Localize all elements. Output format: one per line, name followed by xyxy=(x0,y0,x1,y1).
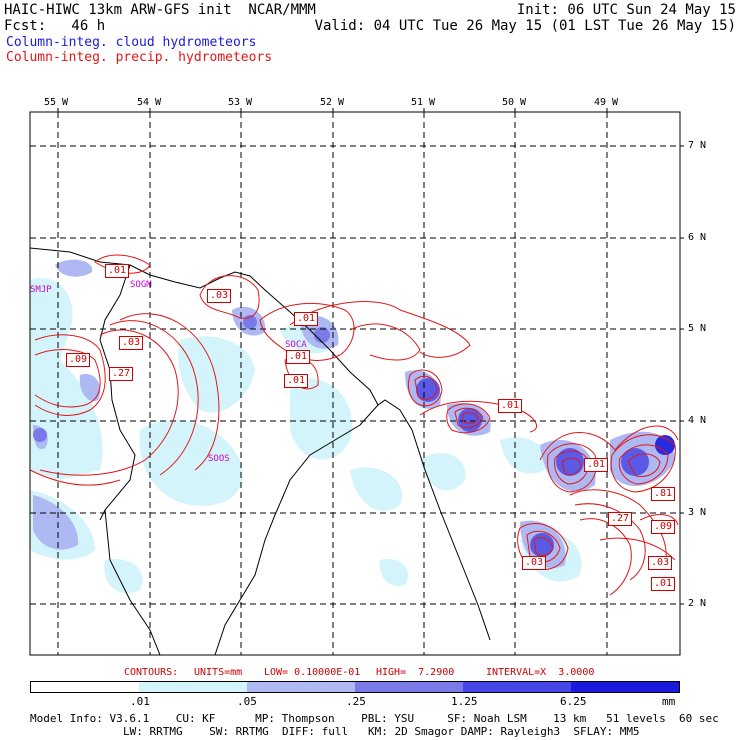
colorbar-unit: mm xyxy=(662,695,676,708)
contour-label: .03 xyxy=(207,289,232,303)
contour-info-heading: CONTOURS: xyxy=(124,667,179,678)
contour-label: .27 xyxy=(608,512,633,526)
model-info-line2: LW: RRTMG SW: RRTMG DIFF: full KM: 2D Sm… xyxy=(123,725,640,738)
lon-label: 52 W xyxy=(320,97,345,108)
lon-label: 54 W xyxy=(137,97,162,108)
lat-label: 5 N xyxy=(688,323,707,334)
contour-label: .09 xyxy=(651,520,676,534)
contour-label: .01 xyxy=(294,312,319,326)
contour-label: .01 xyxy=(286,350,311,364)
colorbar-tick: .01 xyxy=(130,695,150,708)
lon-label: 55 W xyxy=(44,97,69,108)
contour-label: .09 xyxy=(66,353,91,367)
contour-label: .03 xyxy=(648,556,673,570)
contour-label: .01 xyxy=(584,458,609,472)
lat-label: 7 N xyxy=(688,140,707,151)
contour-label: .81 xyxy=(651,487,676,501)
legend-cloud-hydrometeors: Column-integ. cloud hydrometeors xyxy=(6,35,257,50)
contour-info-units: UNITS=mm xyxy=(194,667,243,678)
contour-label: .01 xyxy=(284,374,309,388)
contour-label: .03 xyxy=(522,556,547,570)
colorbar-tick: .25 xyxy=(346,695,366,708)
contour-info-high: HIGH= 7.2900 xyxy=(376,667,455,678)
colorbar-swatch xyxy=(139,682,247,692)
product-title: HAIC-HIWC 13km ARW-GFS init NCAR/MMM xyxy=(4,2,316,18)
lat-label: 6 N xyxy=(688,232,707,243)
legend-precip-hydrometeors: Column-integ. precip. hydrometeors xyxy=(6,50,273,65)
station-label-soca: SOCA xyxy=(285,340,307,350)
lon-label: 49 W xyxy=(594,97,619,108)
contour-label: .03 xyxy=(119,336,144,350)
station-label-smjp: SMJP xyxy=(30,285,52,295)
station-label-soos: SOOS xyxy=(208,454,230,464)
lon-label: 53 W xyxy=(228,97,253,108)
contour-info-interval: INTERVAL=X 3.0000 xyxy=(486,667,595,678)
colorbar-tick: 6.25 xyxy=(560,695,587,708)
colorbar-swatch xyxy=(355,682,463,692)
lat-label: 2 N xyxy=(688,598,707,609)
cloud-fill xyxy=(30,259,675,594)
model-info-line1: Model Info: V3.6.1 CU: KF MP: Thompson P… xyxy=(30,712,719,725)
lon-label: 51 W xyxy=(411,97,436,108)
precip-contours xyxy=(29,254,679,596)
lat-label: 4 N xyxy=(688,415,707,426)
contour-label: .01 xyxy=(651,577,676,591)
contour-label: .01 xyxy=(498,399,523,413)
station-label-sogm: SOGM xyxy=(130,280,152,290)
contour-label: .27 xyxy=(109,367,134,381)
colorbar xyxy=(30,681,680,693)
colorbar-swatch xyxy=(247,682,355,692)
colorbar-swatch xyxy=(571,682,679,692)
contour-label: .01 xyxy=(105,264,130,278)
colorbar-tick: 1.25 xyxy=(451,695,478,708)
lat-label: 3 N xyxy=(688,507,707,518)
colorbar-tick: .05 xyxy=(237,695,257,708)
valid-time: Valid: 04 UTC Tue 26 May 15 (01 LST Tue … xyxy=(314,18,736,34)
contour-info-low: LOW= 0.10000E-01 xyxy=(264,667,361,678)
init-time: Init: 06 UTC Sun 24 May 15 xyxy=(516,2,736,18)
lon-label: 50 W xyxy=(502,97,527,108)
colorbar-swatch xyxy=(463,682,571,692)
forecast-hour: Fcst: 46 h xyxy=(4,18,106,34)
colorbar-swatch xyxy=(31,682,139,692)
